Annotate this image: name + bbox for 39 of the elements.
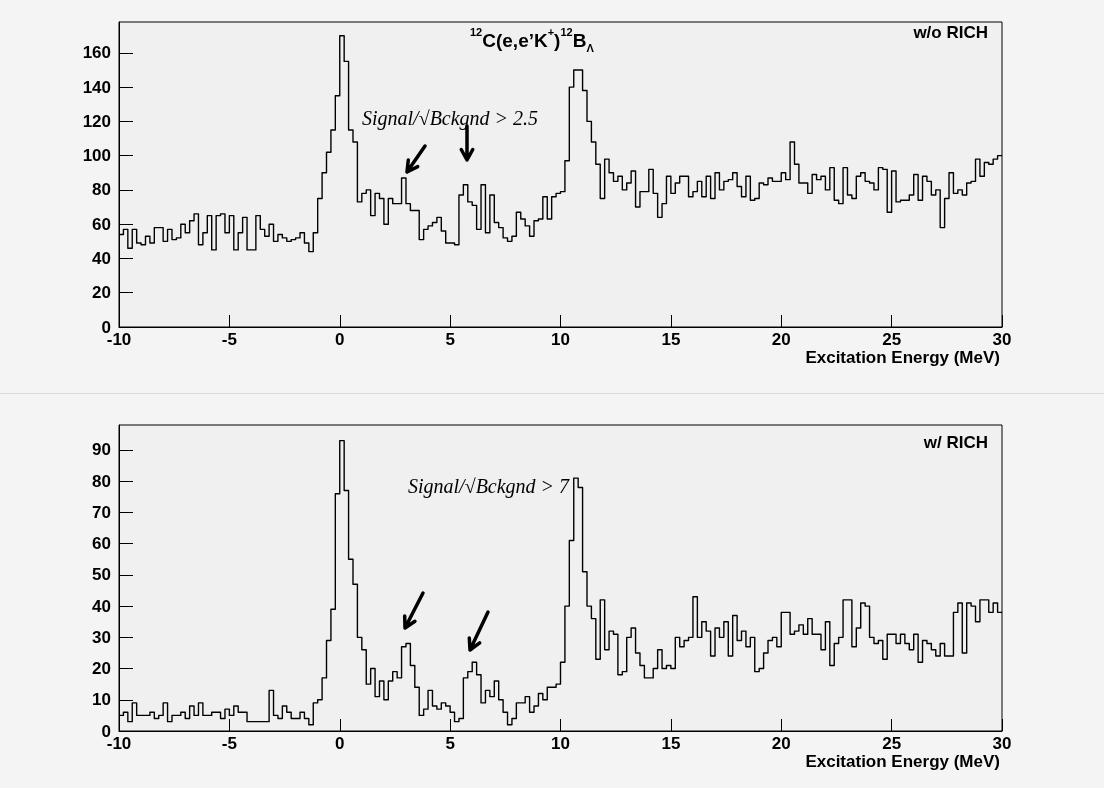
x-tick-label: 25	[882, 330, 902, 349]
x-tick-label: 25	[882, 734, 902, 753]
annotation: w/o RICH	[912, 22, 988, 42]
y-tick-label: 140	[82, 77, 111, 97]
x-axis-title: Excitation Energy (MeV)	[805, 752, 1000, 771]
y-tick-label: 30	[92, 627, 111, 647]
y-tick-label: 40	[92, 248, 111, 268]
x-tick-label: 10	[551, 734, 570, 753]
y-tick-label: 160	[82, 43, 111, 63]
annotation: Signal/√Bckgnd > 7	[408, 475, 571, 498]
x-tick-label: 30	[992, 734, 1012, 753]
x-tick-label: 5	[445, 330, 455, 349]
x-tick-label: 20	[771, 734, 791, 753]
y-tick-label: 60	[92, 534, 111, 554]
y-tick-label: 10	[92, 690, 111, 710]
x-tick-label: 0	[335, 330, 345, 349]
x-tick-label: 5	[445, 734, 455, 753]
x-tick-label: 0	[335, 734, 345, 753]
x-tick-label: -5	[221, 330, 237, 349]
y-tick-label: 80	[92, 471, 111, 491]
annotation: w/ RICH	[922, 432, 989, 452]
x-tick-label: 15	[661, 330, 681, 349]
y-tick-label: 20	[92, 283, 111, 303]
y-tick-label: 20	[92, 659, 111, 679]
y-tick-label: 120	[82, 111, 111, 131]
annotation: Signal/√Bckgnd > 2.5	[362, 107, 539, 130]
y-tick-label: 80	[92, 180, 111, 200]
x-axis-title: Excitation Energy (MeV)	[805, 348, 1000, 367]
x-tick-label: 30	[992, 330, 1012, 349]
x-tick-label: 10	[551, 330, 570, 349]
x-tick-label: 15	[661, 734, 681, 753]
x-tick-label: 20	[771, 330, 791, 349]
y-tick-label: 40	[92, 596, 111, 616]
y-tick-label: 60	[92, 214, 111, 234]
x-tick-label: -5	[221, 734, 237, 753]
y-tick-label: 50	[92, 565, 111, 585]
y-tick-label: 90	[92, 440, 111, 460]
y-tick-label: 70	[92, 502, 111, 522]
y-tick-label: 100	[82, 146, 111, 166]
